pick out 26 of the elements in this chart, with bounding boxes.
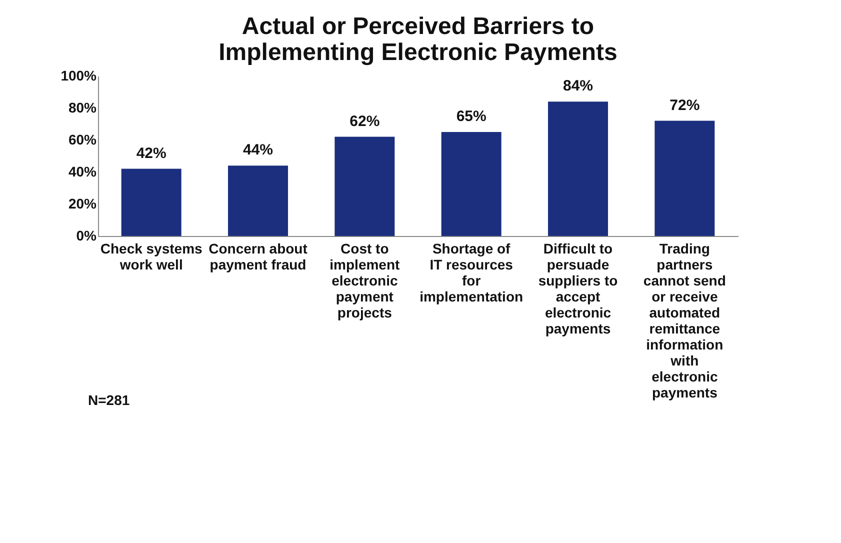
x-tick-label: Shortage of IT resources for implementation [420, 240, 524, 304]
data-label: 65% [456, 108, 486, 125]
y-tick-label: 100% [60, 68, 98, 84]
data-label: 84% [562, 78, 594, 95]
y-tick-label: 60% [68, 132, 98, 148]
bar [228, 166, 288, 236]
bar [548, 102, 608, 236]
y-tick-label: 40% [68, 164, 98, 180]
category-label: Trading partners cannot send or receive automated remittance information with electronic payments [643, 240, 726, 400]
bar [121, 168, 182, 236]
data-label: 72% [670, 96, 700, 114]
y-tick-label: 80% [68, 100, 98, 116]
x-tick-label: Cost to implement electronic payment projects [330, 240, 400, 320]
y-tick-label: 20% [68, 196, 98, 212]
x-tick-label: Concern about payment fraud [208, 240, 308, 272]
data-label: 44% [242, 142, 274, 159]
data-label: 62% [350, 112, 380, 130]
bar [334, 136, 395, 236]
bar [654, 120, 715, 236]
data-label: 42% [136, 144, 166, 162]
bar [441, 132, 502, 236]
text: N=281 [88, 392, 130, 408]
x-tick-label: Difficult to persuade suppliers to accept electronic payments [538, 240, 618, 336]
y-tick-label: 0% [76, 228, 98, 244]
x-tick-label: Check systems work well [100, 240, 203, 272]
chart-title: Actual or Perceived Barriers to Implementing Electronic Payments [218, 13, 618, 66]
